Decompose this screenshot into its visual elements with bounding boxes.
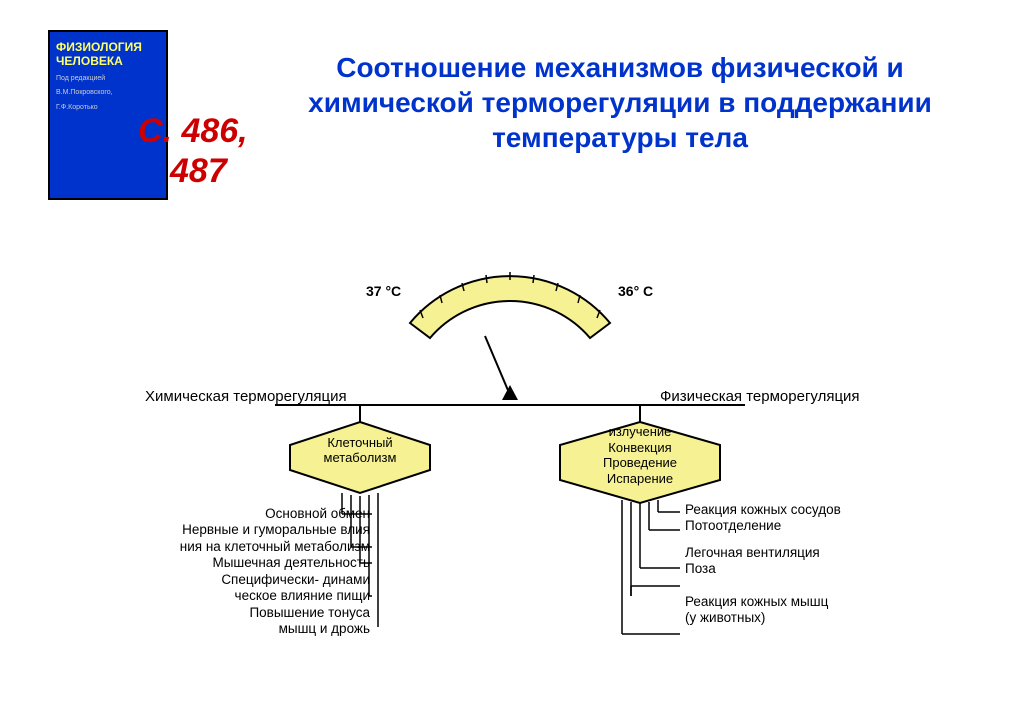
li-l-6: Повышение тонуса [135, 605, 370, 621]
chemical-label: Химическая терморегуляция [145, 388, 347, 405]
book-sub-1: Под редакцией [56, 75, 160, 83]
li-r-0: Реакция кожных сосудов [685, 502, 915, 518]
hex-r-1: излучение [575, 424, 705, 440]
li-r-1: Потоотделение [685, 518, 915, 534]
slide-title: Соотношение механизмов физической и хими… [300, 50, 940, 155]
book-title-1: ФИЗИОЛОГИЯ [56, 40, 160, 54]
book-sub-3: Г.Ф.Коротько [56, 104, 160, 112]
book-title-2: ЧЕЛОВЕКА [56, 54, 160, 68]
gauge-arc [410, 276, 610, 338]
physical-label: Физическая терморегуляция [660, 388, 860, 405]
rake-right [622, 500, 680, 634]
physical-factors: Реакция кожных сосудов Потоотделение Лег… [685, 502, 915, 627]
gauge-pointer [485, 336, 510, 395]
li-r-2: Легочная вентиляция [685, 545, 915, 561]
gauge-pivot [502, 385, 518, 400]
li-l-5: ческое влияние пищи [135, 588, 370, 604]
temp-right: 36° С [618, 283, 653, 299]
book-sub-2: В.М.Покровского, [56, 89, 160, 97]
li-l-2: ния на клеточный метаболизм [135, 539, 370, 555]
temp-left: 37 °С [366, 283, 401, 299]
hex-right-text: излучение Конвекция Проведение Испарение [575, 424, 705, 486]
hex-r-2: Конвекция [575, 440, 705, 456]
hex-r-3: Проведение [575, 455, 705, 471]
li-r-3: Поза [685, 561, 915, 577]
hex-left-text: Клеточный метаболизм [300, 436, 420, 466]
page-reference-2: 487 [170, 152, 227, 191]
li-r-4: Реакция кожных мышц [685, 594, 915, 610]
hex-r-4: Испарение [575, 471, 705, 487]
li-l-7: мышц и дрожь [135, 621, 370, 637]
li-l-1: Нервные и гуморальные влия [135, 522, 370, 538]
chemical-factors: Основной обмен Нервные и гуморальные вли… [135, 506, 370, 638]
li-r-5: (у животных) [685, 610, 915, 626]
li-l-0: Основной обмен [135, 506, 370, 522]
li-l-3: Мышечная деятельность [135, 555, 370, 571]
page-reference-1: С. 486, [138, 112, 248, 151]
li-l-4: Специфически- динами [135, 572, 370, 588]
